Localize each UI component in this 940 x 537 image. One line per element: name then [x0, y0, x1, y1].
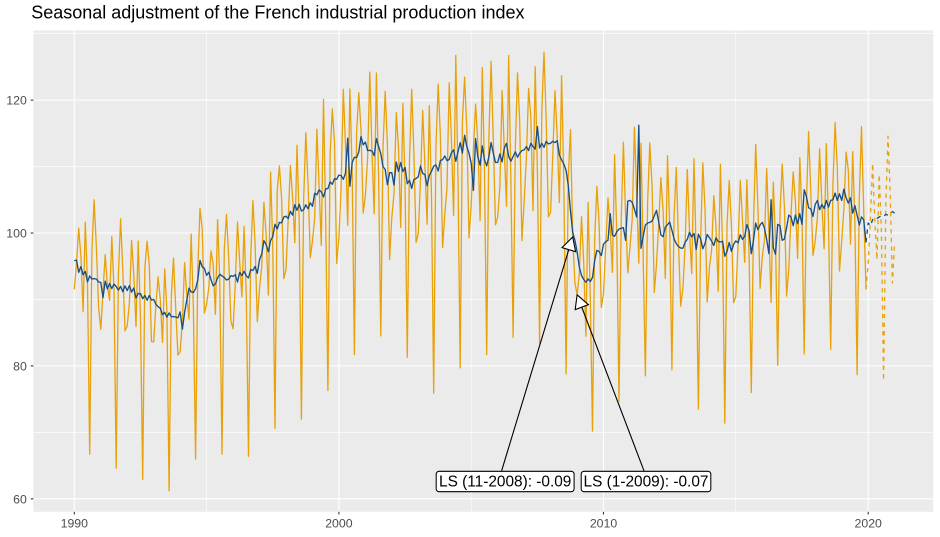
- svg-text:2000: 2000: [325, 516, 353, 530]
- svg-text:LS (11-2008): -0.09: LS (11-2008): -0.09: [439, 473, 571, 490]
- svg-text:2010: 2010: [590, 516, 618, 530]
- svg-text:80: 80: [13, 360, 27, 374]
- svg-text:100: 100: [6, 227, 27, 241]
- svg-text:LS (1-2009): -0.07: LS (1-2009): -0.07: [584, 473, 709, 490]
- svg-text:Seasonal adjustment of the Fre: Seasonal adjustment of the French indust…: [31, 3, 524, 23]
- svg-text:1990: 1990: [61, 516, 89, 530]
- svg-text:2020: 2020: [855, 516, 883, 530]
- svg-text:60: 60: [13, 492, 27, 506]
- svg-text:120: 120: [6, 94, 27, 108]
